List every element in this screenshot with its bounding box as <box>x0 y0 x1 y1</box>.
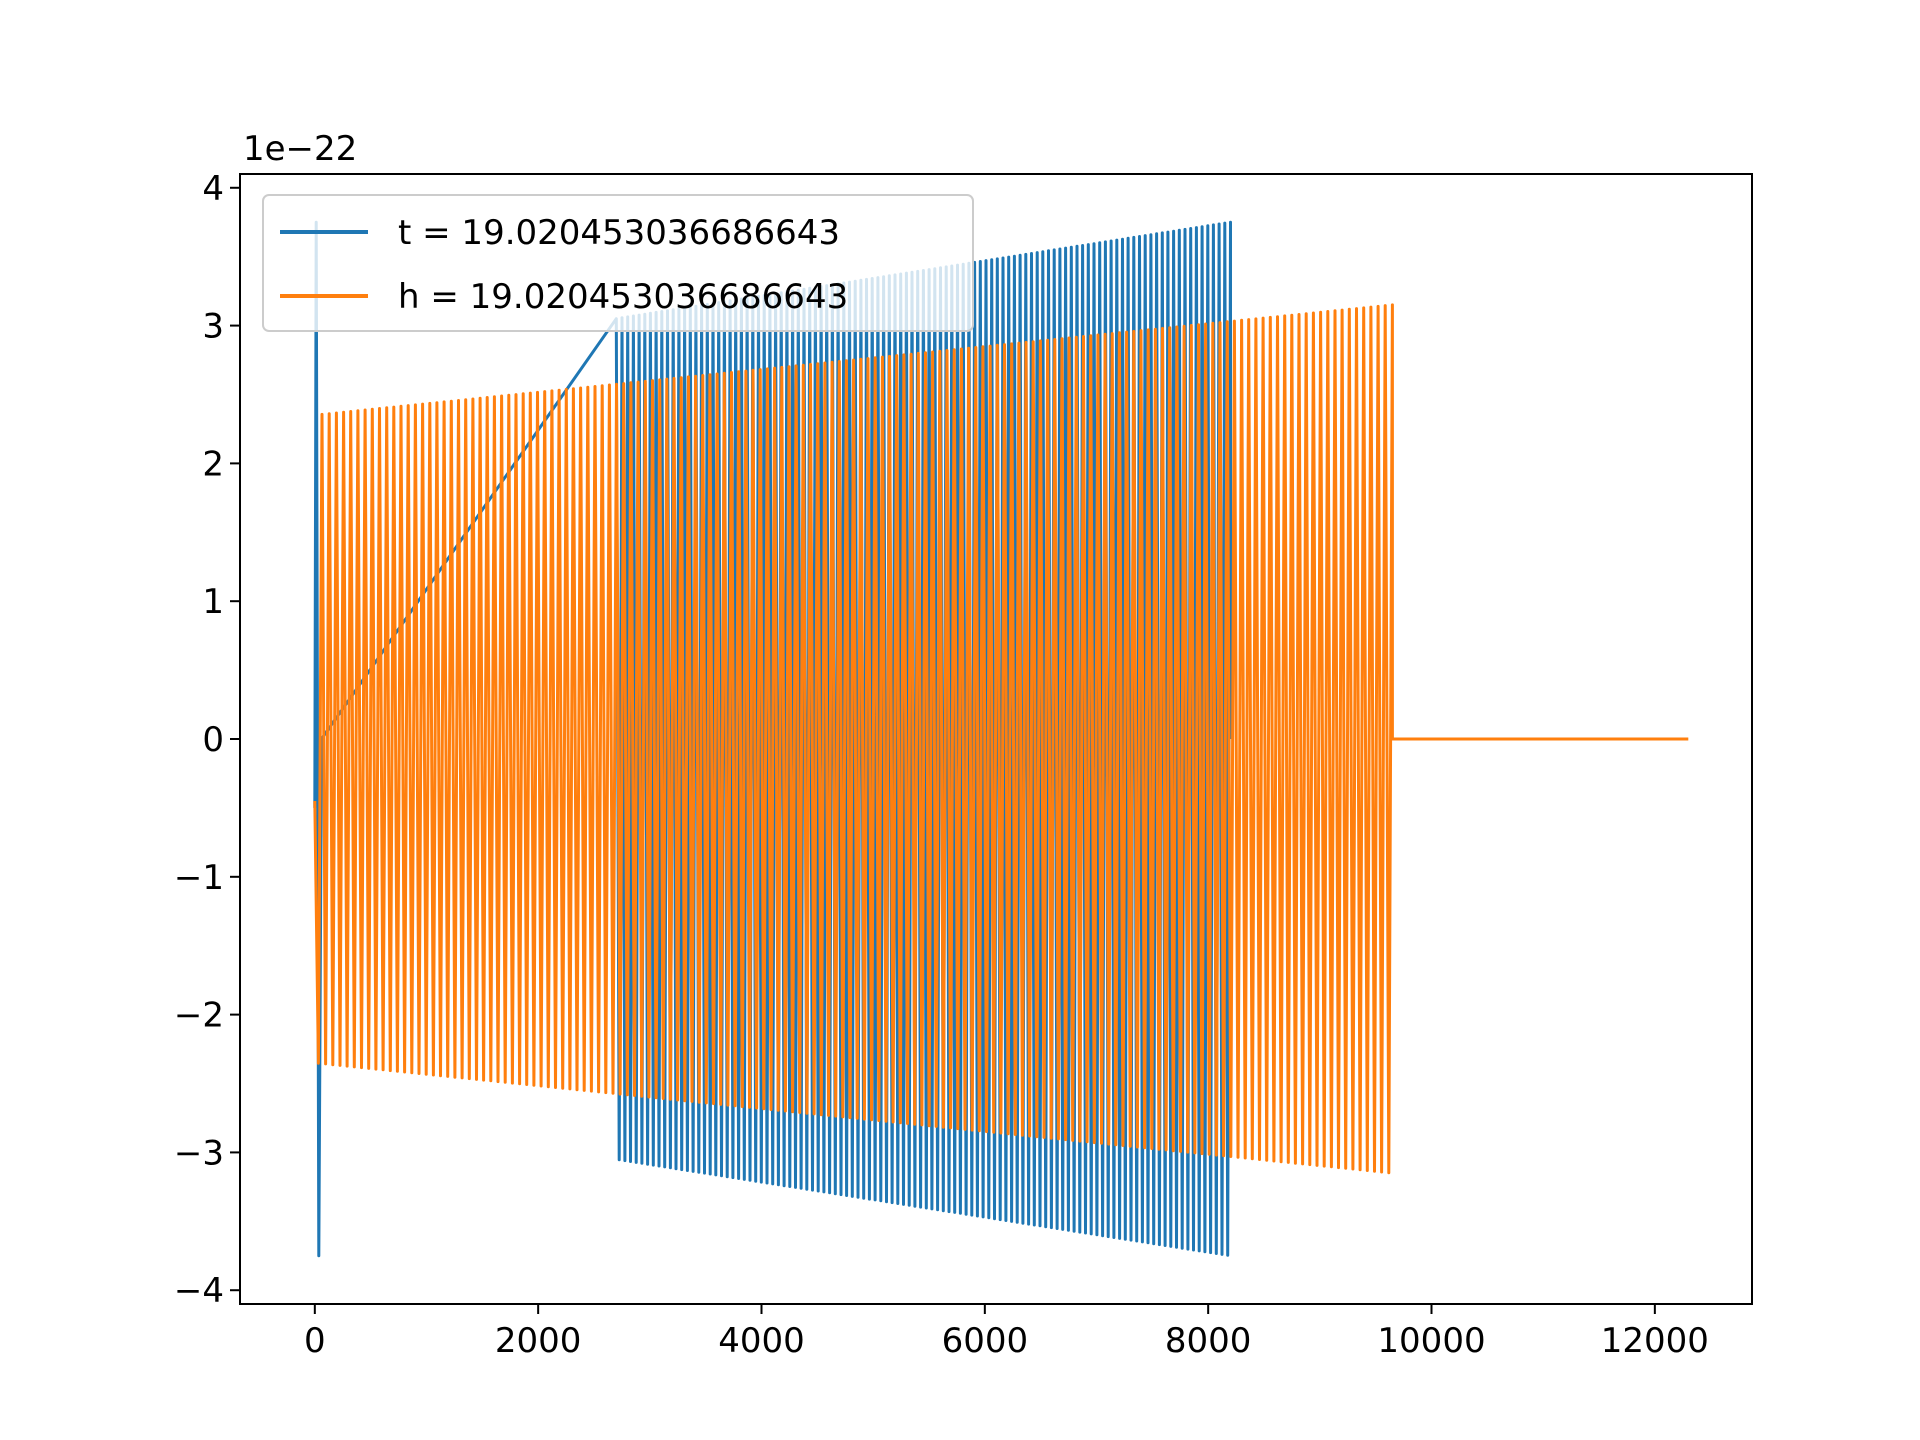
y-tick-label: 4 <box>202 169 224 209</box>
x-tick-label: 12000 <box>1601 1321 1709 1361</box>
legend-label: t = 19.020453036686643 <box>398 213 840 253</box>
x-tick-label: 2000 <box>495 1321 582 1361</box>
y-tick-label: −1 <box>174 858 224 898</box>
x-axis: 0 2000 4000 6000 8000 10000 12000 <box>304 1304 1709 1361</box>
y-tick-label: −3 <box>174 1133 224 1173</box>
x-tick-label: 4000 <box>718 1321 805 1361</box>
y-tick-label: 1 <box>202 582 224 622</box>
y-tick-label: 3 <box>202 307 224 347</box>
series-line-h <box>313 303 1689 1175</box>
y-tick-label: −4 <box>174 1271 224 1311</box>
y-tick-label: −2 <box>174 996 224 1036</box>
y-offset-label: 1e−22 <box>243 129 357 169</box>
x-tick-label: 0 <box>304 1321 326 1361</box>
legend-frame <box>262 194 974 332</box>
x-tick-label: 6000 <box>942 1321 1029 1361</box>
y-tick-label: 0 <box>202 720 224 760</box>
legend-label: h = 19.020453036686643 <box>398 277 848 317</box>
series-layer <box>313 220 1689 1258</box>
y-tick-label: 2 <box>202 444 224 484</box>
x-tick-label: 8000 <box>1165 1321 1252 1361</box>
legend: t = 19.020453036686643 h = 19.02045303668… <box>262 194 974 332</box>
x-tick-label: 10000 <box>1377 1321 1485 1361</box>
y-axis: −4 −3 −2 −1 0 1 2 3 4 <box>174 169 240 1311</box>
